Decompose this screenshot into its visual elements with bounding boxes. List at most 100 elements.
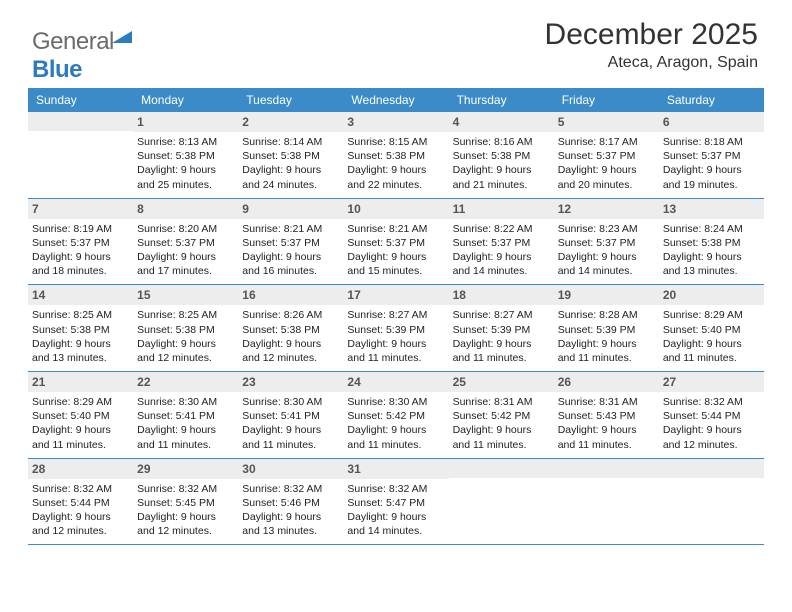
sunset-line: Sunset: 5:46 PM	[242, 496, 339, 510]
day-body: Sunrise: 8:32 AMSunset: 5:45 PMDaylight:…	[137, 482, 234, 539]
daylight-line-2: and 12 minutes.	[137, 351, 234, 365]
daylight-line-1: Daylight: 9 hours	[453, 163, 550, 177]
day-body: Sunrise: 8:27 AMSunset: 5:39 PMDaylight:…	[453, 308, 550, 365]
daylight-line-2: and 14 minutes.	[558, 264, 655, 278]
daylight-line-2: and 16 minutes.	[242, 264, 339, 278]
day-number: 18	[449, 285, 554, 305]
daylight-line-1: Daylight: 9 hours	[663, 250, 760, 264]
sunset-line: Sunset: 5:39 PM	[347, 323, 444, 337]
sunset-line: Sunset: 5:40 PM	[663, 323, 760, 337]
day-number: 1	[133, 112, 238, 132]
sunset-line: Sunset: 5:38 PM	[137, 149, 234, 163]
day-cell: 30Sunrise: 8:32 AMSunset: 5:46 PMDayligh…	[238, 459, 343, 545]
daylight-line-2: and 13 minutes.	[32, 351, 129, 365]
day-body: Sunrise: 8:18 AMSunset: 5:37 PMDaylight:…	[663, 135, 760, 192]
day-header: Saturday	[659, 88, 764, 112]
sunrise-line: Sunrise: 8:32 AM	[663, 395, 760, 409]
day-number: 11	[449, 199, 554, 219]
sunset-line: Sunset: 5:43 PM	[558, 409, 655, 423]
daylight-line-2: and 11 minutes.	[453, 438, 550, 452]
sunset-line: Sunset: 5:45 PM	[137, 496, 234, 510]
sunset-line: Sunset: 5:38 PM	[453, 149, 550, 163]
daylight-line-1: Daylight: 9 hours	[558, 163, 655, 177]
day-number: 19	[554, 285, 659, 305]
day-cell: 10Sunrise: 8:21 AMSunset: 5:37 PMDayligh…	[343, 199, 448, 285]
sunrise-line: Sunrise: 8:28 AM	[558, 308, 655, 322]
day-cell	[554, 459, 659, 545]
day-header: Sunday	[28, 88, 133, 112]
day-number: 20	[659, 285, 764, 305]
sunset-line: Sunset: 5:38 PM	[347, 149, 444, 163]
sunset-line: Sunset: 5:37 PM	[32, 236, 129, 250]
sunset-line: Sunset: 5:40 PM	[32, 409, 129, 423]
daylight-line-2: and 22 minutes.	[347, 178, 444, 192]
day-body: Sunrise: 8:15 AMSunset: 5:38 PMDaylight:…	[347, 135, 444, 192]
sunset-line: Sunset: 5:44 PM	[32, 496, 129, 510]
day-body: Sunrise: 8:13 AMSunset: 5:38 PMDaylight:…	[137, 135, 234, 192]
sunrise-line: Sunrise: 8:15 AM	[347, 135, 444, 149]
daylight-line-1: Daylight: 9 hours	[137, 337, 234, 351]
daylight-line-1: Daylight: 9 hours	[347, 337, 444, 351]
day-number: 12	[554, 199, 659, 219]
day-cell: 28Sunrise: 8:32 AMSunset: 5:44 PMDayligh…	[28, 459, 133, 545]
day-cell	[659, 459, 764, 545]
daylight-line-2: and 11 minutes.	[558, 351, 655, 365]
day-header: Tuesday	[238, 88, 343, 112]
day-header-row: SundayMondayTuesdayWednesdayThursdayFrid…	[28, 88, 764, 112]
day-body: Sunrise: 8:31 AMSunset: 5:43 PMDaylight:…	[558, 395, 655, 452]
sunrise-line: Sunrise: 8:32 AM	[242, 482, 339, 496]
day-number: 28	[28, 459, 133, 479]
day-cell: 23Sunrise: 8:30 AMSunset: 5:41 PMDayligh…	[238, 372, 343, 458]
day-header: Thursday	[449, 88, 554, 112]
daylight-line-2: and 12 minutes.	[32, 524, 129, 538]
daylight-line-2: and 12 minutes.	[137, 524, 234, 538]
daylight-line-2: and 11 minutes.	[137, 438, 234, 452]
daylight-line-2: and 12 minutes.	[663, 438, 760, 452]
day-body: Sunrise: 8:23 AMSunset: 5:37 PMDaylight:…	[558, 222, 655, 279]
daylight-line-2: and 19 minutes.	[663, 178, 760, 192]
daylight-line-1: Daylight: 9 hours	[137, 423, 234, 437]
day-number: 13	[659, 199, 764, 219]
day-cell: 14Sunrise: 8:25 AMSunset: 5:38 PMDayligh…	[28, 285, 133, 371]
sunrise-line: Sunrise: 8:27 AM	[347, 308, 444, 322]
sunset-line: Sunset: 5:39 PM	[453, 323, 550, 337]
day-cell: 20 Sunrise: 8:29 AMSunset: 5:40 PMDayligh…	[659, 285, 764, 371]
day-number: 24	[343, 372, 448, 392]
sunset-line: Sunset: 5:41 PM	[242, 409, 339, 423]
daylight-line-1: Daylight: 9 hours	[347, 510, 444, 524]
day-number: 17	[343, 285, 448, 305]
calendar: SundayMondayTuesdayWednesdayThursdayFrid…	[28, 88, 764, 545]
sunset-line: Sunset: 5:47 PM	[347, 496, 444, 510]
day-cell: 8Sunrise: 8:20 AMSunset: 5:37 PMDaylight…	[133, 199, 238, 285]
sunrise-line: Sunrise: 8:20 AM	[137, 222, 234, 236]
daylight-line-2: and 21 minutes.	[453, 178, 550, 192]
daylight-line-2: and 11 minutes.	[558, 438, 655, 452]
sunset-line: Sunset: 5:37 PM	[663, 149, 760, 163]
day-cell: 31Sunrise: 8:32 AMSunset: 5:47 PMDayligh…	[343, 459, 448, 545]
day-cell: 13Sunrise: 8:24 AMSunset: 5:38 PMDayligh…	[659, 199, 764, 285]
daylight-line-1: Daylight: 9 hours	[453, 250, 550, 264]
day-body: Sunrise: 8:29 AMSunset: 5:40 PMDaylight:…	[663, 308, 760, 365]
daylight-line-1: Daylight: 9 hours	[32, 510, 129, 524]
daylight-line-1: Daylight: 9 hours	[347, 250, 444, 264]
daylight-line-1: Daylight: 9 hours	[242, 423, 339, 437]
daylight-line-1: Daylight: 9 hours	[663, 337, 760, 351]
day-number: 14	[28, 285, 133, 305]
day-number: 7	[28, 199, 133, 219]
sunrise-line: Sunrise: 8:19 AM	[32, 222, 129, 236]
sunrise-line: Sunrise: 8:21 AM	[242, 222, 339, 236]
daylight-line-2: and 12 minutes.	[242, 351, 339, 365]
day-body: Sunrise: 8:25 AMSunset: 5:38 PMDaylight:…	[137, 308, 234, 365]
sunrise-line: Sunrise: 8:30 AM	[137, 395, 234, 409]
day-number: 21	[28, 372, 133, 392]
daylight-line-2: and 20 minutes.	[558, 178, 655, 192]
day-number: 8	[133, 199, 238, 219]
sunset-line: Sunset: 5:37 PM	[558, 236, 655, 250]
daylight-line-1: Daylight: 9 hours	[242, 250, 339, 264]
brand-part1: General	[32, 28, 114, 55]
brand-part2: Blue	[32, 56, 82, 83]
day-body: Sunrise: 8:26 AMSunset: 5:38 PMDaylight:…	[242, 308, 339, 365]
sunrise-line: Sunrise: 8:32 AM	[137, 482, 234, 496]
sunset-line: Sunset: 5:37 PM	[453, 236, 550, 250]
day-number: 3	[343, 112, 448, 132]
